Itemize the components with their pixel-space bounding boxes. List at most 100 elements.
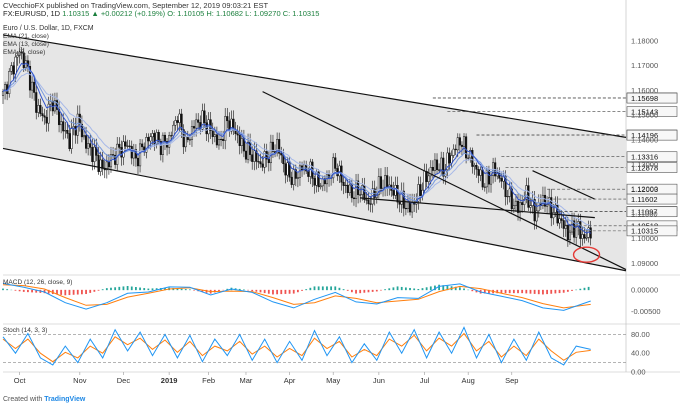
macd-histogram-bar [542,289,544,295]
time-tick-label: Sep [505,376,518,385]
candle-body [581,234,584,239]
stoch-k-line [2,326,591,366]
macd-histogram-bar [500,289,503,294]
candle-body [585,237,588,239]
candle-body [456,137,459,151]
candle-body [319,185,322,188]
macd-histogram-bar [147,288,150,291]
macd-histogram-bar [346,289,349,291]
candle-body [307,170,310,177]
candle-body [155,132,158,145]
candle-body [570,220,574,233]
candle-body [39,105,42,114]
candle-body [487,169,490,185]
candle-body [224,116,227,141]
candle-body [172,124,175,137]
candle-body [276,139,279,154]
candle-body [278,139,281,154]
footer-created-with: Created with [3,396,43,403]
candle-body [35,92,38,113]
candle-body [533,199,536,222]
macd-histogram-bar [263,289,266,294]
candle-body [159,141,162,155]
macd-histogram-bar [537,289,540,295]
candle-body [180,113,183,130]
candle-body [566,224,569,241]
candle-body [342,181,345,186]
candle-body [170,135,173,137]
level-label: 1.12003 [631,185,658,194]
macd-histogram-bar [251,289,254,292]
macd-histogram-bar [89,289,92,293]
trendline [2,34,627,138]
candle-body [327,173,331,179]
candle-body [562,220,565,229]
candle-body [348,184,351,193]
candle-body [583,234,586,239]
candle-body [18,51,21,56]
candle-body [481,169,484,188]
macd-histogram-bar [143,288,146,291]
candle-body [126,145,129,147]
macd-histogram-bar [442,285,445,291]
candle-body [105,161,108,171]
macd-histogram-bar [350,289,353,293]
candle-body [4,84,7,92]
macd-histogram-bar [305,289,308,291]
macd-histogram-bar [60,289,63,295]
level-marker [626,162,678,173]
macd-histogram-bar [554,289,557,294]
macd-histogram-bar [330,286,333,291]
macd-histogram-bar [317,286,320,291]
macd-histogram-bar [130,286,133,291]
candle-body [440,157,443,171]
candle-body [12,65,15,75]
candle-body [411,201,414,213]
stoch-title: Stoch (14, 3, 3) [3,327,47,334]
candle-body [479,169,482,176]
candle-body [269,141,272,164]
candle-body [226,116,229,122]
macd-histogram-bar [193,289,195,291]
ema-21-line [2,72,591,227]
macd-histogram-bar [458,287,461,291]
candle-body [151,133,154,138]
macd-histogram-bar [587,286,590,291]
candle-body [49,100,52,105]
candle-body [377,176,380,196]
candle-body [292,169,295,185]
candle-body [465,136,468,159]
macd-histogram-bar [471,289,474,292]
candle-body [197,119,200,123]
macd-histogram-bar [122,286,125,291]
macd-histogram-bar [238,288,241,291]
macd-histogram-bar [301,289,303,291]
candle-body [178,113,181,123]
candle-body [427,175,430,182]
macd-histogram-bar [380,289,382,291]
level-label: 1.12878 [631,163,658,172]
time-tick-label: Oct [14,376,27,385]
level-label: 1.14196 [631,131,658,140]
candle-body [89,143,92,148]
time-tick-label: Nov [73,376,87,385]
candle-body [514,200,517,206]
candle-body [512,205,515,210]
macd-histogram-bar [93,289,96,292]
candle-body [529,205,532,208]
macd-histogram-bar [205,289,208,293]
macd-histogram-bar [363,289,366,293]
macd-histogram-bar [272,289,274,295]
macd-line [2,282,591,311]
candle-body [22,52,25,68]
candle-body [267,158,270,164]
candle-body [70,127,73,149]
macd-histogram-bar [334,286,337,291]
macd-histogram-bar [404,287,407,291]
candle-body [359,194,362,196]
candle-body [404,207,407,210]
level-marker [626,225,678,237]
symbol-info: FX:EURUSD, 1D 1.10315 ▲ +0.00212 (+0.19%… [3,9,319,18]
stoch-d-line [2,332,591,363]
candle-body [20,51,23,54]
